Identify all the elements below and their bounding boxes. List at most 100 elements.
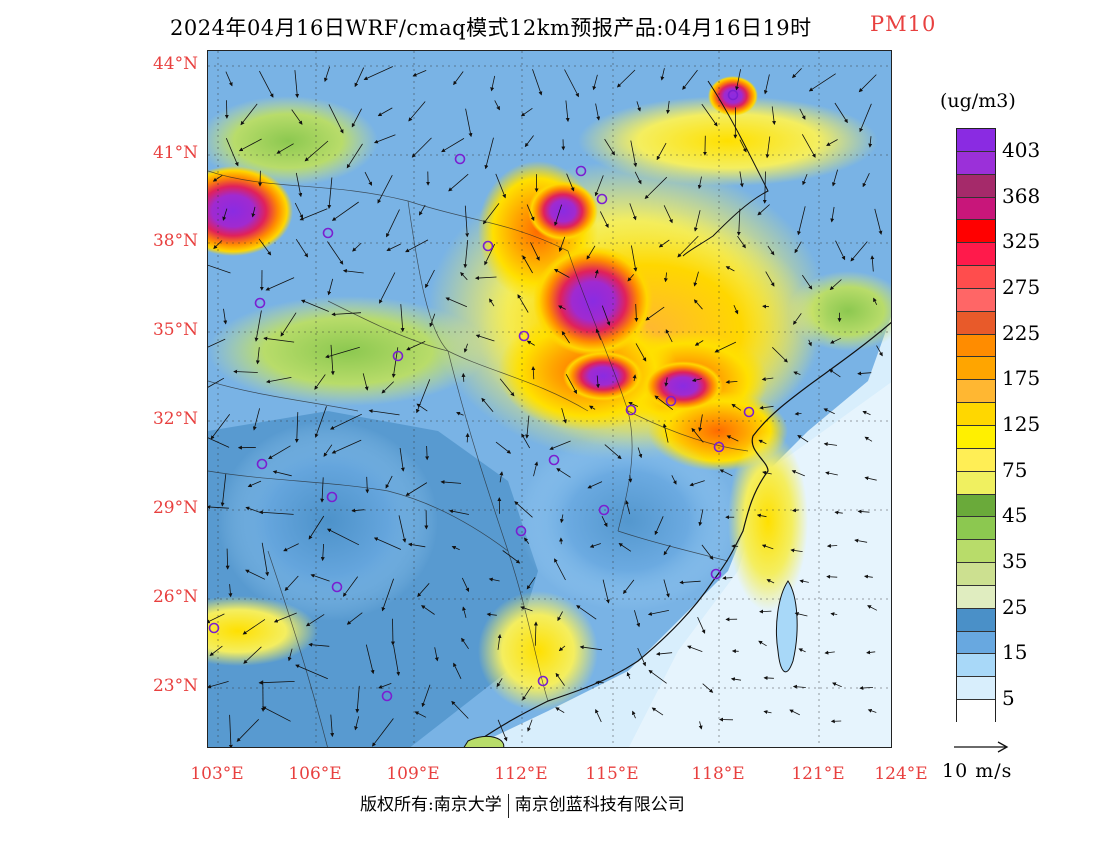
wind-arrow (702, 683, 714, 693)
colorbar-swatch (957, 471, 995, 495)
wind-arrow (793, 313, 802, 325)
wind-arrow (294, 412, 299, 443)
wind-arrow (377, 175, 393, 204)
wind-arrow (589, 405, 596, 410)
colorbar-label: 275 (1002, 274, 1041, 299)
wind-arrow (802, 173, 808, 186)
wind-arrow (736, 208, 741, 236)
wind-arrow (393, 644, 401, 676)
wind-arrow (441, 138, 465, 153)
wind-arrow (381, 381, 394, 394)
wind-vectors (208, 66, 883, 747)
wind-arrow (698, 414, 703, 432)
wind-arrow (531, 366, 536, 380)
wind-arrow (626, 671, 631, 679)
footer-separator (507, 793, 509, 818)
lat-label-35: 35°N (152, 320, 198, 340)
wind-arrow (660, 68, 665, 81)
wind-arrow (416, 403, 428, 412)
city-station-marker (596, 193, 608, 205)
wind-arrow (771, 106, 776, 125)
wind-arrow (654, 395, 674, 411)
wind-arrow (243, 646, 262, 664)
wind-arrow (223, 308, 228, 325)
wind-arrow (295, 172, 303, 198)
wind-arrow (586, 245, 596, 260)
wind-arrow (792, 68, 802, 79)
wind-arrow (373, 134, 396, 144)
wind-arrow (663, 272, 668, 283)
wind-arrow (557, 611, 563, 622)
colorbar-label: 15 (1002, 640, 1028, 665)
wind-arrow (636, 101, 641, 112)
wind-arrow (772, 347, 788, 363)
wind-arrow (327, 177, 333, 209)
city-station-marker (575, 165, 587, 177)
wind-arrow (553, 269, 570, 278)
wind-arrow (228, 714, 233, 747)
wind-arrow (331, 439, 362, 454)
wind-arrow (208, 505, 229, 510)
lon-label-121: 121°E (791, 764, 845, 784)
lat-label-23: 23°N (152, 676, 198, 696)
wind-arrow (372, 718, 394, 747)
wind-arrow (859, 686, 874, 690)
colorbar-label: 5 (1002, 686, 1015, 711)
wind-arrow (514, 501, 533, 518)
wind-arrow (658, 239, 670, 248)
wind-arrow (526, 340, 535, 346)
wind-arrow (554, 204, 562, 227)
colorbar-swatch (957, 700, 995, 723)
wind-arrow (662, 423, 669, 443)
wind-arrow (565, 374, 577, 395)
wind-arrow (625, 500, 631, 515)
wind-arrow (725, 266, 735, 272)
colorbar-swatch (957, 631, 995, 655)
wind-arrow (627, 274, 635, 282)
wind-arrow (631, 245, 638, 272)
wind-arrow (632, 374, 637, 382)
wind-arrow (530, 242, 540, 261)
wind-arrow (671, 475, 677, 485)
wind-arrow (801, 134, 816, 158)
wind-arrow (461, 577, 470, 593)
colorbar-label: 325 (1002, 229, 1041, 254)
wind-arrow (767, 245, 775, 256)
wind-arrow (355, 685, 360, 714)
city-station-marker (381, 690, 393, 702)
colorbar-swatch (957, 448, 995, 472)
wind-arrow (663, 579, 670, 598)
city-station-marker (537, 675, 549, 687)
wind-arrow (460, 272, 468, 281)
wind-arrow (300, 299, 329, 312)
wind-arrow (635, 343, 647, 362)
wind-arrow (525, 415, 530, 439)
wind-arrow (266, 377, 292, 384)
wind-arrow (828, 369, 841, 378)
reference-vector-label: 10 m/s (942, 760, 1013, 782)
wind-arrow (765, 136, 771, 159)
wind-arrow (694, 340, 704, 346)
wind-arrow (381, 578, 394, 612)
colorbar-swatch (957, 266, 995, 289)
wind-arrow (209, 645, 223, 656)
wind-arrow (792, 508, 800, 513)
wind-arrow (399, 447, 405, 472)
wind-arrow (462, 606, 467, 618)
wind-arrow (449, 509, 469, 515)
wind-arrow (823, 408, 835, 415)
wind-arrow (524, 135, 534, 148)
wind-arrow (691, 427, 704, 443)
wind-arrow (595, 103, 601, 121)
wind-arrow (499, 471, 504, 483)
lon-label-124: 124°E (874, 764, 928, 784)
wind-arrow (310, 573, 330, 582)
wind-arrow (561, 408, 567, 424)
wind-arrow (697, 176, 702, 190)
wind-arrow (461, 372, 466, 382)
map-title: 2024年04月16日WRF/cmaq模式12km预报产品:04月16日19时 (170, 16, 812, 40)
copyright-right: 南京创蓝科技有限公司 (514, 795, 685, 815)
colorbar-label: 125 (1002, 412, 1041, 436)
wind-arrow (731, 403, 742, 411)
wind-arrow (561, 331, 570, 344)
